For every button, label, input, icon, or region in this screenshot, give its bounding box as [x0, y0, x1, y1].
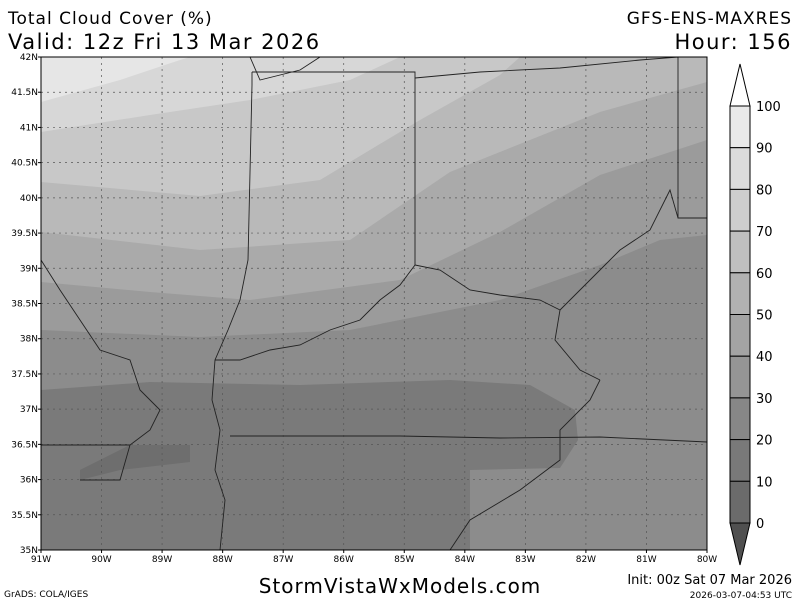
title: Total Cloud Cover (%) — [7, 9, 213, 29]
colorbar-box — [729, 105, 751, 149]
lat-label: 35N — [20, 546, 38, 556]
forecast-hour: Hour: 156 — [674, 30, 792, 54]
lat-label: 40.5N — [11, 159, 38, 169]
colorbar-label: 50 — [756, 309, 773, 324]
valid-time: Valid: 12z Fri 13 Mar 2026 — [8, 30, 321, 54]
colorbar-label: 100 — [756, 100, 781, 115]
lon-label: 89W — [152, 555, 172, 565]
lat-label: 37N — [20, 405, 38, 415]
colorbar-label: 0 — [756, 517, 764, 532]
colorbar-label: 60 — [756, 267, 773, 282]
lon-label: 84W — [455, 555, 475, 565]
lon-label: 87W — [273, 555, 293, 565]
colorbar-label: 30 — [756, 392, 773, 407]
lon-label: 80W — [697, 555, 717, 565]
cloud-field — [41, 57, 707, 550]
website: StormVistaWxModels.com — [259, 574, 542, 598]
colorbar-bottom — [729, 522, 751, 566]
colorbar-box — [729, 272, 751, 315]
lat-label: 41N — [20, 123, 38, 133]
colorbar-box — [729, 355, 751, 399]
colorbar-label: 70 — [756, 225, 773, 240]
colorbar-box — [729, 480, 751, 524]
credit: GrADS: COLA/IGES — [4, 590, 88, 600]
colorbar-box — [729, 397, 751, 441]
colorbar-label: 20 — [756, 434, 773, 449]
lon-label: 91W — [31, 555, 51, 565]
lat-label: 35.5N — [11, 511, 38, 521]
colorbar-box — [729, 230, 751, 274]
colorbar-box — [729, 147, 751, 190]
lat-label: 37.5N — [11, 370, 38, 380]
init-time: Init: 00z Sat 07 Mar 2026 — [627, 573, 792, 588]
lon-label: 88W — [212, 555, 232, 565]
lat-label: 36.5N — [11, 440, 38, 450]
lat-label: 41.5N — [11, 88, 38, 98]
model: GFS-ENS-MAXRES — [627, 9, 792, 29]
lat-label: 38.5N — [11, 300, 38, 310]
colorbar-box — [729, 188, 751, 232]
lon-label: 86W — [334, 555, 354, 565]
lat-label: 36N — [20, 476, 38, 486]
lon-label: 85W — [394, 555, 414, 565]
colorbar-box — [729, 314, 751, 357]
lat-label: 39N — [20, 264, 38, 274]
lon-label: 83W — [515, 555, 535, 565]
colorbar-label: 80 — [756, 183, 773, 198]
lon-label: 81W — [636, 555, 656, 565]
timestamp: 2026-03-07-04:53 UTC — [690, 591, 792, 600]
colorbar-label: 90 — [756, 142, 773, 157]
lat-label: 42N — [20, 53, 38, 63]
colorbar-label: 10 — [756, 475, 773, 490]
lon-label: 82W — [576, 555, 596, 565]
lat-label: 40N — [20, 194, 38, 204]
colorbar-top — [729, 63, 751, 107]
lat-label: 38N — [20, 335, 38, 345]
map: 42N 41.5N 41N 40.5N 40N 39.5N 39N 38.5N 38N 37.5N… — [11, 53, 717, 565]
lon-label: 90W — [91, 555, 111, 565]
colorbar-box — [729, 439, 751, 482]
lat-label: 39.5N — [11, 229, 38, 239]
colorbar-label: 40 — [756, 350, 773, 365]
